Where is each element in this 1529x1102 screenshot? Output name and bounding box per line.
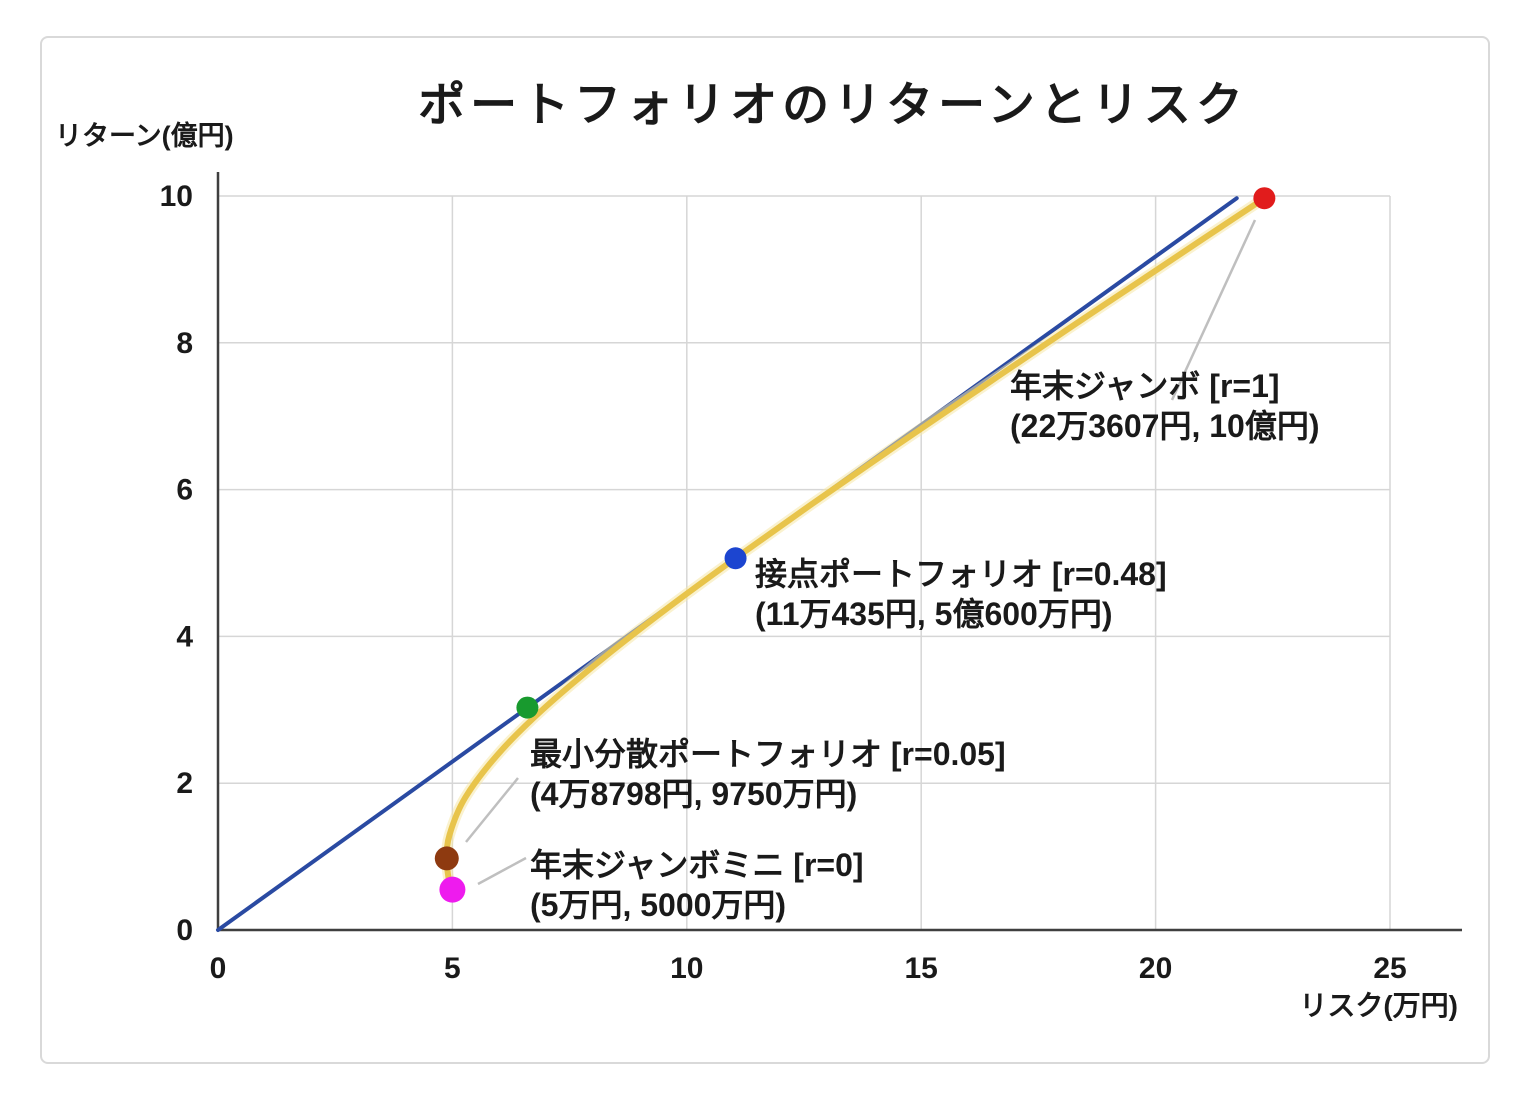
annotation-year-end-jumbo-mini: 年末ジャンボミニ [r=0] (5万円, 5000万円) (530, 845, 864, 925)
annotation-min-variance-portfolio: 最小分散ポートフォリオ [r=0.05] (4万8798円, 9750万円) (530, 734, 1006, 814)
annotation-tangency-portfolio-value: (11万435円, 5億600万円) (755, 596, 1113, 632)
annotation-tangency-portfolio-title: 接点ポートフォリオ [r=0.48] (755, 556, 1167, 592)
leader-jumbo-mini (477, 856, 527, 886)
annotation-year-end-jumbo-mini-title: 年末ジャンボミニ [r=0] (530, 847, 864, 883)
annotation-year-end-jumbo-value: (22万3607円, 10億円) (1010, 408, 1320, 444)
y-tick-label-10: 10 (160, 180, 193, 213)
x-tick-label-10: 10 (670, 952, 703, 985)
y-tick-label-0: 0 (176, 914, 193, 947)
annotation-tangency-portfolio: 接点ポートフォリオ [r=0.48] (11万435円, 5億600万円) (755, 554, 1167, 634)
marker-min-variance-portfolio (434, 846, 459, 871)
y-tick-label-4: 4 (176, 620, 193, 653)
annotation-min-variance-portfolio-title: 最小分散ポートフォリオ [r=0.05] (530, 736, 1006, 772)
annotation-min-variance-portfolio-value: (4万8798円, 9750万円) (530, 776, 858, 812)
x-tick-label-5: 5 (444, 952, 461, 985)
y-tick-label-6: 6 (176, 474, 193, 507)
marker-line-point-green (516, 696, 539, 719)
marker-tangency-portfolio (724, 547, 747, 570)
y-tick-label-2: 2 (176, 767, 193, 800)
efficient-frontier-series (443, 195, 1268, 893)
leader-min-variance (465, 777, 519, 843)
x-tick-label-25: 25 (1373, 952, 1406, 985)
x-tick-label-0: 0 (210, 952, 227, 985)
marker-year-end-jumbo (1253, 187, 1276, 210)
x-tick-label-20: 20 (1139, 952, 1172, 985)
annotation-year-end-jumbo-title: 年末ジャンボ [r=1] (1010, 368, 1280, 404)
y-tick-label-8: 8 (176, 327, 193, 360)
chart-title: ポートフォリオのリターンとリスク (418, 78, 1248, 131)
marker-year-end-jumbo-mini (439, 876, 466, 903)
annotation-year-end-jumbo-mini-value: (5万円, 5000万円) (530, 887, 787, 923)
leader-year-end-jumbo (1170, 219, 1257, 401)
x-axis-label: リスク(万円) (1299, 990, 1458, 1021)
x-tick-label-15: 15 (905, 952, 938, 985)
annotation-year-end-jumbo: 年末ジャンボ [r=1] (22万3607円, 10億円) (1010, 366, 1319, 446)
y-axis-label: リターン(億円) (55, 121, 234, 151)
